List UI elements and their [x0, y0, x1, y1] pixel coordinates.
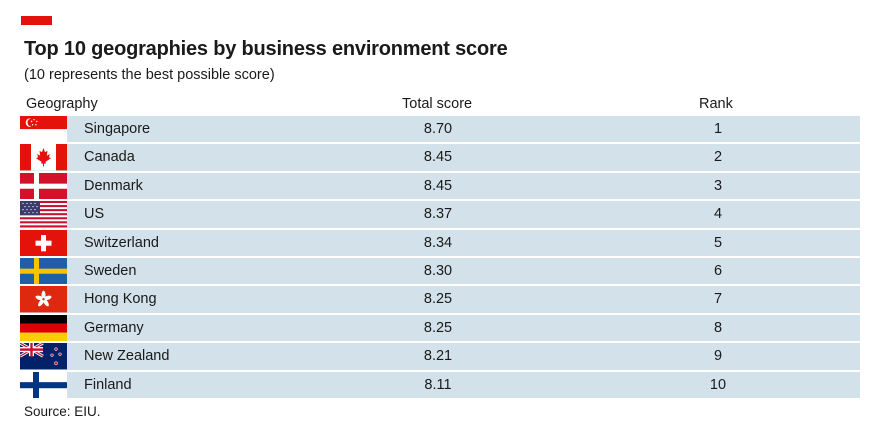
table-row: Canada 8.45 2	[20, 144, 860, 171]
table-row: Hong Kong 8.25 7	[20, 286, 860, 313]
total-score-cell: 8.25	[423, 319, 453, 336]
rank-cell: 7	[713, 291, 723, 308]
rank-cell: 3	[713, 177, 723, 194]
geography-cell: Hong Kong	[84, 291, 157, 308]
rank-cell: 6	[713, 262, 723, 279]
total-score-cell: 8.25	[423, 291, 453, 308]
column-header-rank: Rank	[699, 96, 733, 112]
rank-cell: 1	[713, 121, 723, 137]
geography-cell: Finland	[84, 376, 132, 393]
total-score-cell: 8.37	[423, 206, 453, 223]
sweden-flag-icon	[20, 257, 67, 285]
chart-title: Top 10 geographies by business environme…	[24, 38, 508, 60]
singapore-flag-icon	[20, 116, 67, 143]
table-row: Switzerland 8.34 5	[20, 229, 860, 256]
table-row: Finland 8.11 10	[20, 371, 860, 398]
total-score-cell: 8.30	[423, 262, 453, 279]
rank-cell: 4	[713, 206, 723, 223]
total-score-cell: 8.21	[423, 348, 453, 365]
new-zealand-flag-icon	[20, 343, 67, 370]
total-score-cell: 8.34	[423, 234, 453, 251]
rank-cell: 9	[713, 348, 723, 365]
geography-cell: New Zealand	[84, 348, 170, 365]
hong-kong-flag-icon	[20, 286, 67, 313]
brand-accent-bar	[21, 16, 52, 25]
us-flag-icon	[20, 201, 67, 228]
column-header-total-score: Total score	[402, 96, 473, 112]
rank-cell: 8	[713, 319, 723, 336]
total-score-cell: 8.70	[423, 121, 453, 137]
finland-flag-icon	[20, 371, 67, 398]
score-table: Singapore 8.70 1 Canada 8.45 2 Denmark 8.45 3 US 8…	[20, 116, 860, 400]
denmark-flag-icon	[20, 172, 67, 200]
geography-cell: Singapore	[84, 121, 151, 137]
source-note: Source: EIU.	[24, 404, 101, 419]
column-header-geography: Geography	[26, 96, 98, 112]
rank-cell: 2	[713, 149, 723, 166]
table-row: Denmark 8.45 3	[20, 172, 860, 200]
table-row: Germany 8.25 8	[20, 314, 860, 342]
table-row: Sweden 8.30 6	[20, 257, 860, 285]
switzerland-flag-icon	[20, 229, 67, 256]
rank-cell: 5	[713, 234, 723, 251]
geography-cell: US	[84, 206, 105, 223]
total-score-cell: 8.11	[424, 376, 452, 393]
geography-cell: Denmark	[84, 177, 143, 194]
germany-flag-icon	[20, 314, 67, 342]
table-row: Singapore 8.70 1	[20, 116, 860, 143]
geography-cell: Switzerland	[84, 234, 159, 251]
geography-cell: Canada	[84, 149, 135, 166]
chart-subtitle: (10 represents the best possible score)	[24, 67, 275, 83]
geography-cell: Sweden	[84, 262, 137, 279]
total-score-cell: 8.45	[423, 177, 453, 194]
table-row: US 8.37 4	[20, 201, 860, 228]
total-score-cell: 8.45	[423, 149, 453, 166]
table-row: New Zealand 8.21 9	[20, 343, 860, 370]
geography-cell: Germany	[84, 319, 144, 336]
canada-flag-icon	[20, 144, 67, 171]
rank-cell: 10	[709, 376, 727, 393]
